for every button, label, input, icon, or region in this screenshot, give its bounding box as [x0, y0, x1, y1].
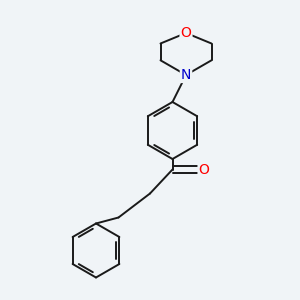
- Text: N: N: [181, 68, 191, 82]
- Text: O: O: [199, 163, 209, 176]
- Text: O: O: [181, 26, 191, 40]
